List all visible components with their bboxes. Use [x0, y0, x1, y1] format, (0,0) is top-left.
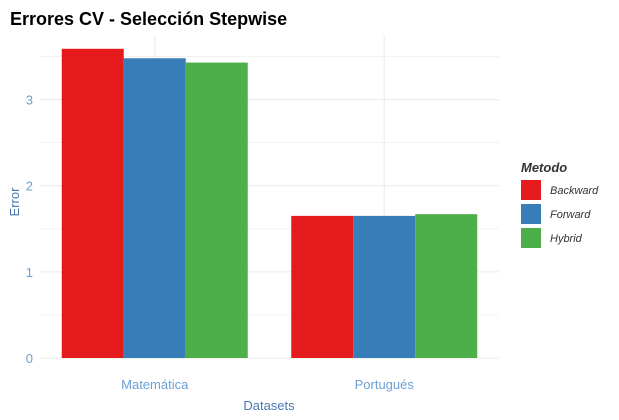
bars — [61, 48, 478, 358]
legend-label-hybrid: Hybrid — [550, 233, 583, 245]
y-axis-ticks: 0 1 2 3 — [26, 93, 33, 366]
legend-swatch-backward — [521, 180, 541, 200]
legend-label-forward: Forward — [550, 209, 591, 221]
legend-label-backward: Backward — [550, 185, 599, 197]
x-tick-label: Matemática — [121, 377, 189, 392]
chart-title: Errores CV - Selección Stepwise — [10, 9, 287, 29]
x-tick-label: Portugués — [355, 377, 415, 392]
legend: Metodo Backward Forward Hybrid — [521, 160, 599, 248]
y-tick-label: 1 — [26, 265, 33, 280]
bar-backward-2 — [291, 215, 354, 358]
y-tick-label: 2 — [26, 179, 33, 194]
y-axis-label: Error — [7, 187, 22, 217]
bar-hybrid-2 — [415, 214, 478, 358]
y-tick-label: 0 — [26, 351, 33, 366]
legend-swatch-hybrid — [521, 228, 541, 248]
legend-swatch-forward — [521, 204, 541, 224]
bar-forward-2 — [353, 215, 416, 358]
bar-hybrid-1 — [185, 62, 248, 358]
legend-title: Metodo — [521, 160, 567, 175]
x-axis-ticks: Matemática Portugués — [121, 377, 414, 392]
bar-backward-1 — [61, 48, 124, 358]
y-tick-label: 3 — [26, 93, 33, 108]
x-axis-label: Datasets — [243, 398, 295, 413]
bar-forward-1 — [123, 58, 186, 358]
